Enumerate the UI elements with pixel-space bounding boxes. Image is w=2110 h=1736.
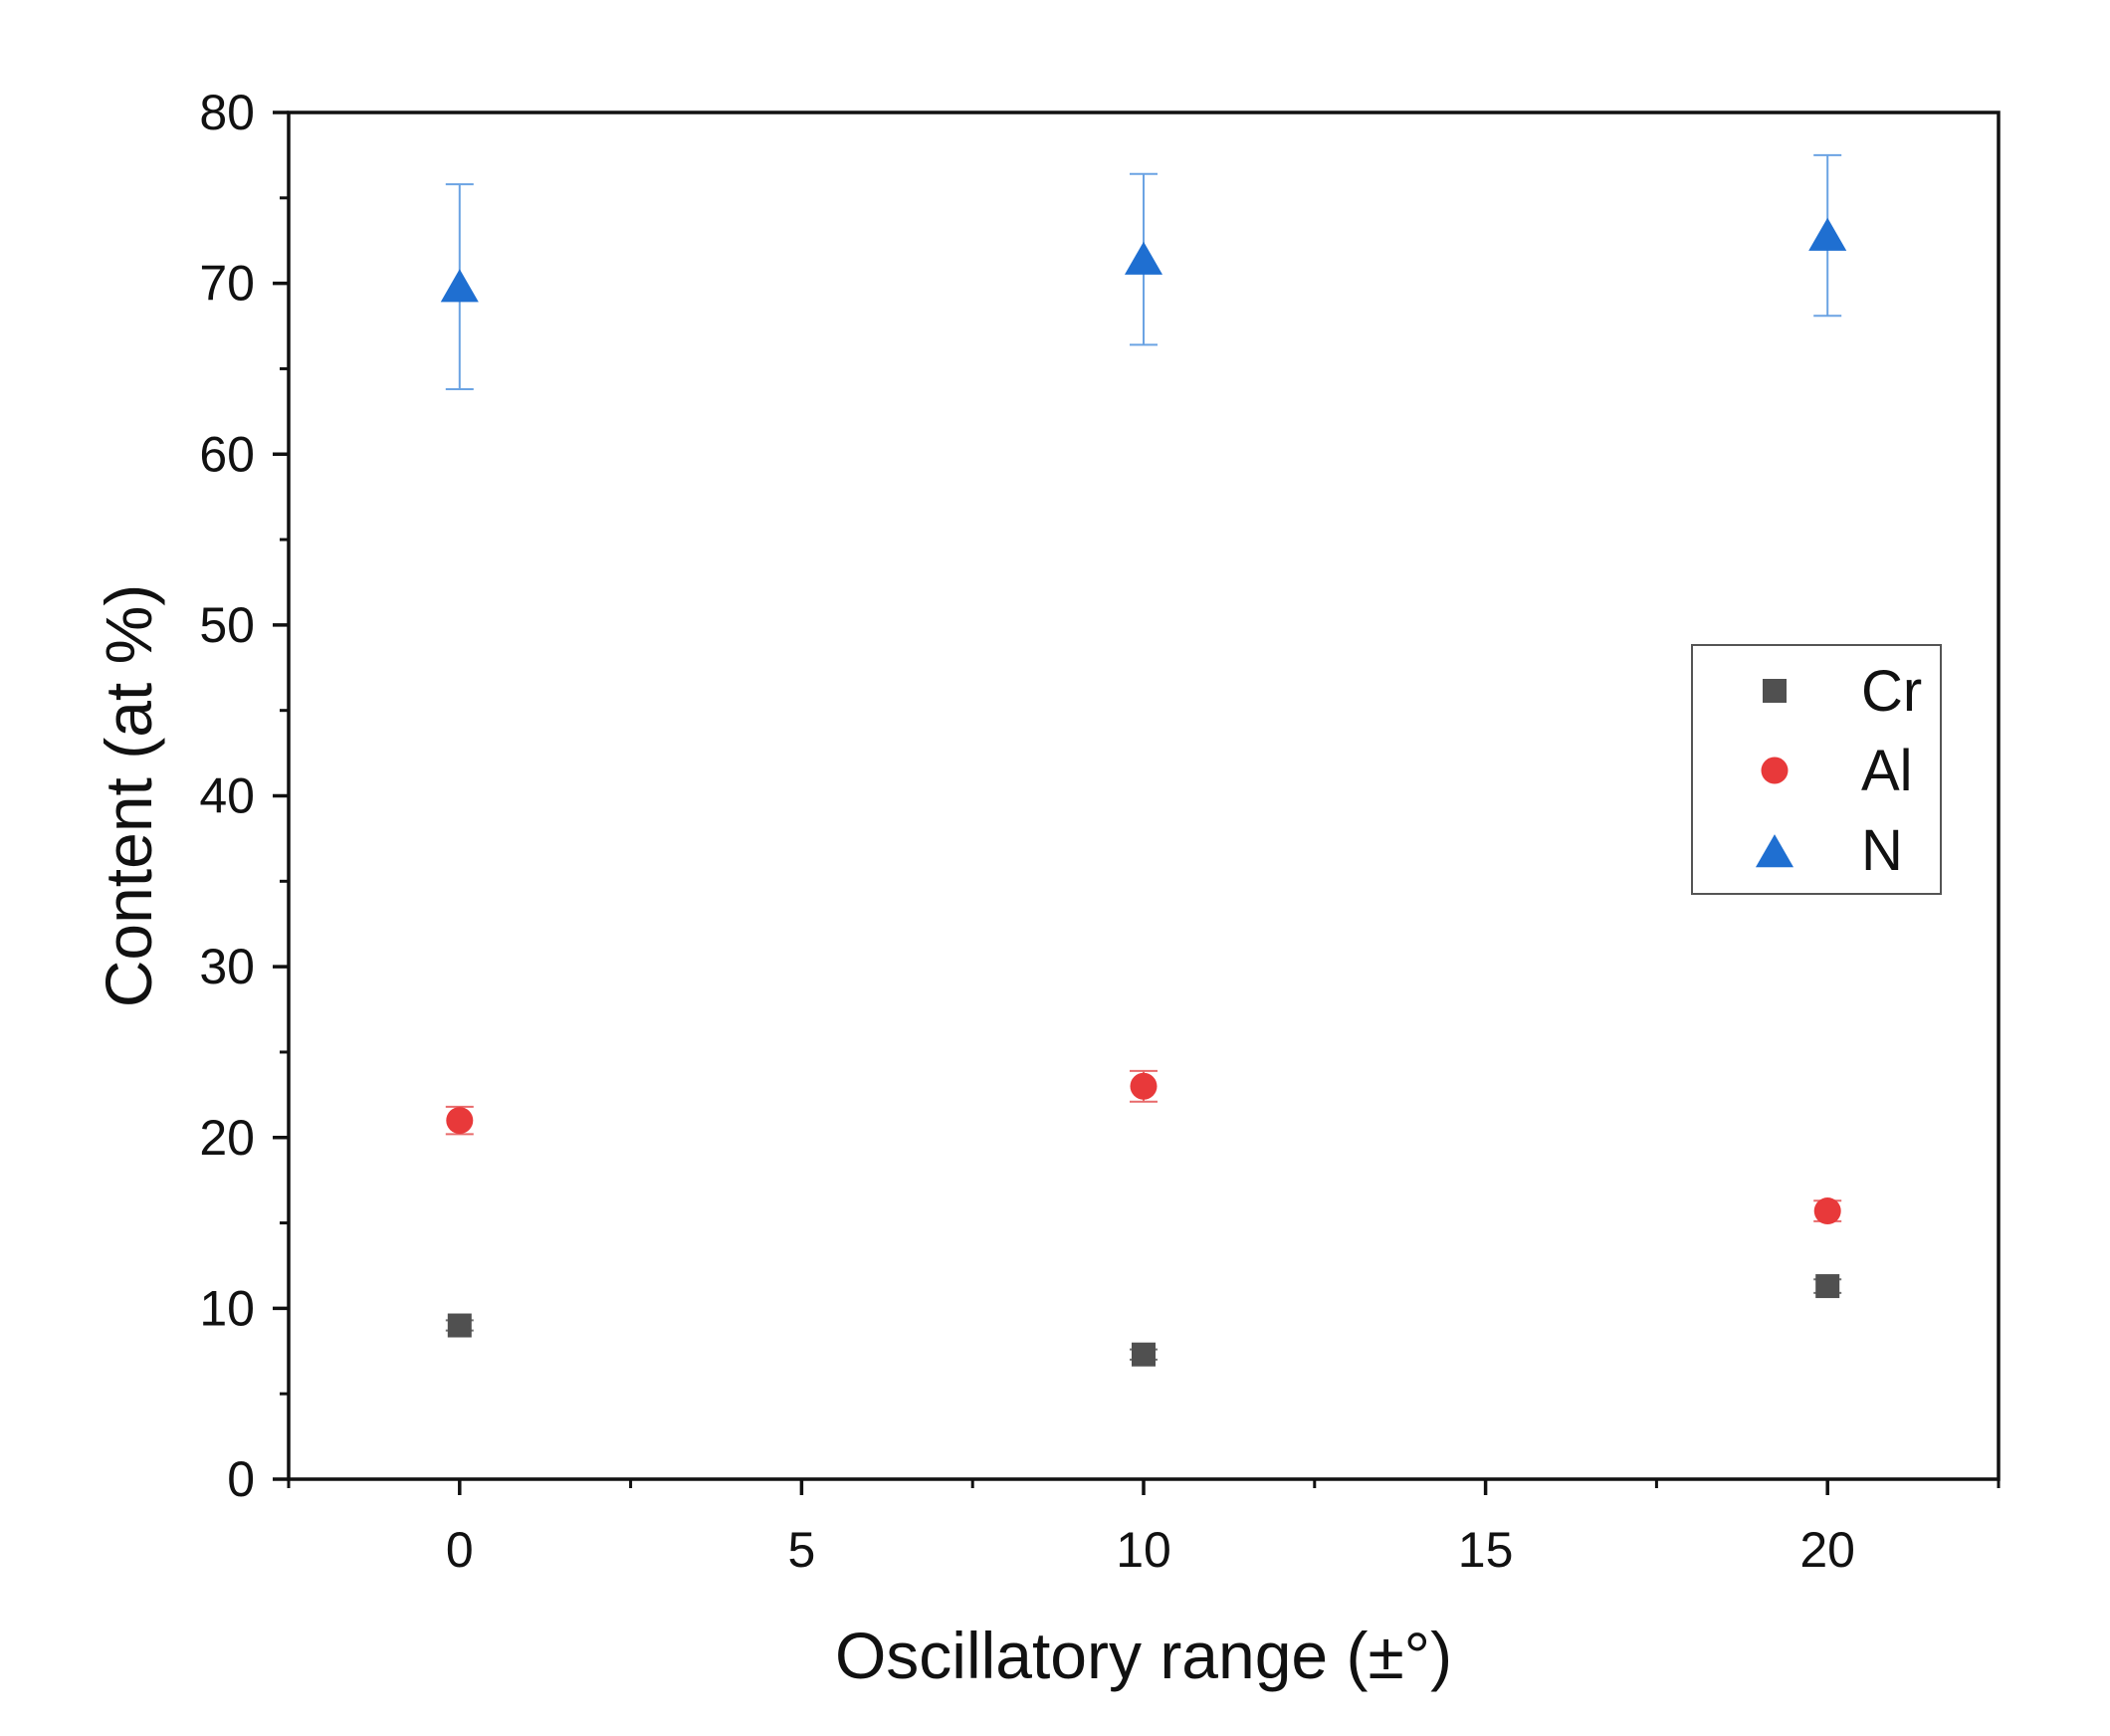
series-al (445, 1069, 1842, 1225)
marks-layer (440, 153, 1847, 1367)
x-tick-label-20: 20 (1799, 1522, 1855, 1578)
point-cr-20 (1815, 1274, 1840, 1299)
x-tick-label-10: 10 (1116, 1522, 1171, 1578)
y-tick-label-10: 10 (199, 1280, 255, 1336)
y-tick-label-0: 0 (227, 1451, 255, 1507)
point-al-20 (1813, 1197, 1841, 1225)
point-al-10 (1130, 1072, 1158, 1100)
axes-layer: 0 10 20 30 40 50 60 70 80 0 5 10 15 20 (199, 85, 2001, 1578)
legend-marker-cr (1763, 679, 1787, 703)
y-axis-title: Content (at %) (92, 584, 165, 1008)
y-tick-label-70: 70 (199, 256, 255, 312)
point-cr-10 (1132, 1342, 1156, 1367)
x-tick-label-0: 0 (446, 1522, 474, 1578)
y-tick-label-50: 50 (199, 597, 255, 653)
x-tick-label-5: 5 (787, 1522, 815, 1578)
legend-label-al: Al (1861, 739, 1913, 803)
legend-entry-n: N (1755, 818, 1903, 883)
legend-label-cr: Cr (1861, 659, 1922, 724)
point-cr-0 (447, 1313, 472, 1338)
point-al-0 (446, 1107, 474, 1135)
y-tick-label-20: 20 (199, 1110, 255, 1166)
y-tick-label-60: 60 (199, 426, 255, 482)
x-axis-title: Oscillatory range (±°) (835, 1619, 1452, 1692)
legend-marker-n (1755, 834, 1794, 868)
legend-entry-cr: Cr (1763, 659, 1922, 724)
y-tick-label-30: 30 (199, 939, 255, 994)
legend: Cr Al N (1691, 644, 1942, 895)
series-n (440, 153, 1847, 391)
y-tick-label-40: 40 (199, 768, 255, 824)
legend-marker-al (1761, 757, 1789, 784)
point-n-20 (1808, 217, 1847, 251)
legend-box (1691, 644, 1942, 895)
x-tick-label-15: 15 (1458, 1522, 1514, 1578)
legend-entry-al: Al (1761, 739, 1913, 803)
y-tick-label-80: 80 (199, 85, 255, 140)
series-cr (445, 1274, 1842, 1367)
legend-label-n: N (1861, 818, 1903, 883)
point-n-0 (440, 269, 479, 303)
point-n-10 (1124, 241, 1163, 275)
